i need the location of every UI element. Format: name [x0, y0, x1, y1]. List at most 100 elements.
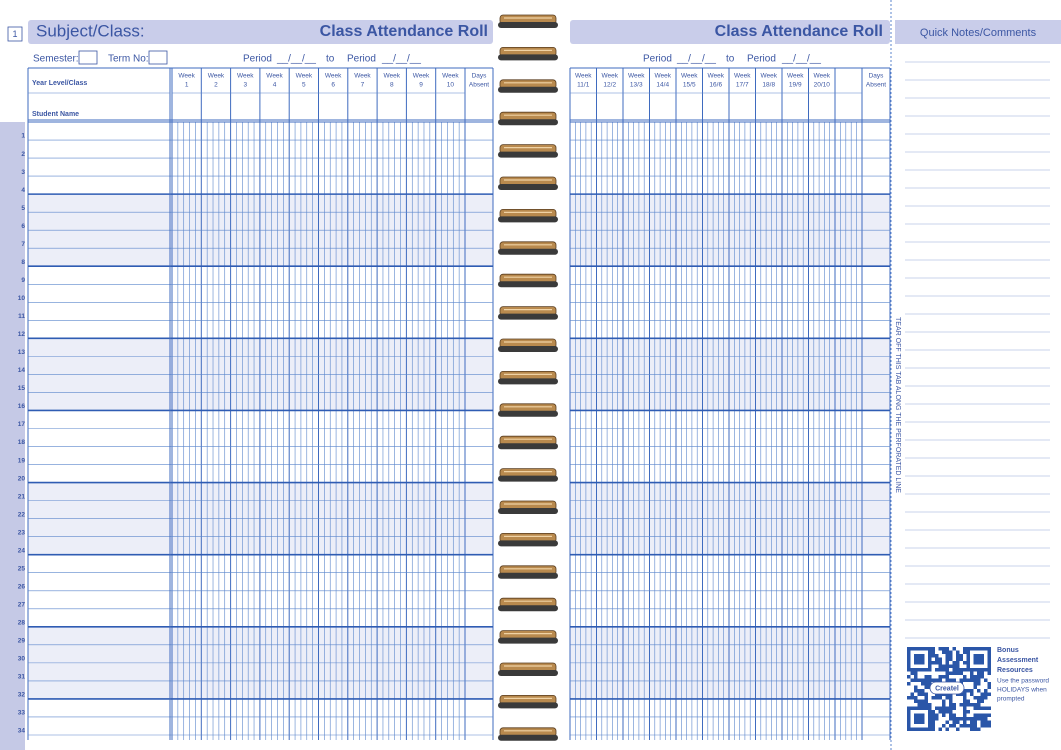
qr-module: [938, 706, 942, 710]
week-label: Week: [384, 73, 401, 80]
brand: Createl: [935, 685, 959, 692]
row-number: 5: [21, 205, 25, 212]
qr-module: [907, 675, 911, 679]
qr-module: [963, 696, 967, 700]
spiral-hole: [498, 508, 558, 514]
qr-module: [980, 720, 984, 724]
qr-module: [924, 682, 928, 686]
week-label: Week: [681, 73, 698, 80]
week-number: 6: [331, 82, 335, 89]
qr-module: [980, 699, 984, 703]
qr-module: [938, 696, 942, 700]
qr-module: [907, 682, 911, 686]
qr-module: [956, 671, 960, 675]
row-number: 9: [21, 277, 25, 284]
qr-finder: [907, 647, 932, 672]
qr-module: [949, 678, 953, 682]
qr-module: [980, 671, 984, 675]
week-label: Week: [628, 73, 645, 80]
qr-module: [938, 664, 942, 668]
qr-module: [977, 696, 981, 700]
qr-module: [931, 727, 935, 731]
week-number: 10: [447, 82, 455, 89]
qr-module: [966, 724, 970, 728]
qr-module: [963, 724, 967, 728]
qr-module: [973, 717, 977, 721]
spiral-hole: [498, 572, 558, 579]
qr-module: [952, 703, 956, 707]
qr-finder-core: [973, 654, 984, 665]
qr-module: [945, 650, 949, 654]
qr-module: [942, 713, 946, 717]
spiral-hole: [498, 86, 558, 93]
qr-module: [970, 671, 974, 675]
spiral-hole: [498, 184, 558, 190]
qr-module: [931, 713, 935, 717]
qr-module: [914, 696, 918, 700]
qr-module: [973, 696, 977, 700]
qr-module: [917, 692, 921, 696]
qr-module: [942, 706, 946, 710]
qr-module: [963, 675, 967, 679]
qr-module: [963, 713, 967, 717]
qr-module: [980, 717, 984, 721]
qr-module: [938, 657, 942, 661]
qr-module: [935, 661, 939, 665]
qr-module: [924, 675, 928, 679]
qr-module: [942, 724, 946, 728]
qr-module: [980, 692, 984, 696]
qr-module: [980, 724, 984, 728]
qr-module: [973, 685, 977, 689]
qr-module: [977, 713, 981, 717]
qr-module: [984, 720, 988, 724]
row-number: 32: [18, 692, 26, 699]
row-number: 21: [18, 493, 26, 500]
qr-module: [984, 706, 988, 710]
qr-module: [966, 703, 970, 707]
year-level-label: Year Level/Class: [32, 80, 87, 87]
period-to-label: Period: [747, 54, 776, 65]
qr-module: [914, 675, 918, 679]
row-number: 19: [18, 457, 26, 464]
period-to-blank: __/__/__: [781, 54, 821, 65]
qr-module: [942, 668, 946, 672]
row-number: 1: [21, 133, 25, 140]
week-label: Week: [655, 73, 672, 80]
week-label: Week: [575, 73, 592, 80]
week-number: 5: [302, 82, 306, 89]
row-number: 17: [18, 421, 26, 428]
qr-module: [963, 650, 967, 654]
page-number-box: [7, 26, 23, 42]
qr-module: [980, 706, 984, 710]
qr-module: [931, 654, 935, 658]
qr-module: [924, 703, 928, 707]
row-number: 23: [18, 529, 26, 536]
qr-module: [970, 692, 974, 696]
week-label: Week: [761, 73, 778, 80]
qr-module: [977, 727, 981, 731]
row-number: 22: [18, 511, 26, 518]
week-label: Week: [708, 73, 725, 80]
row-number: 18: [18, 439, 26, 446]
qr-module: [959, 703, 963, 707]
days-absent-label: Days: [472, 73, 488, 80]
week-number: 7: [361, 82, 365, 89]
qr-module: [963, 668, 967, 672]
qr-module: [973, 703, 977, 707]
qr-module: [980, 675, 984, 679]
qr-module: [977, 706, 981, 710]
qr-module: [921, 678, 925, 682]
qr-module: [973, 675, 977, 679]
qr-module: [963, 661, 967, 665]
qr-module: [952, 713, 956, 717]
qr-module: [973, 724, 977, 728]
qr-module: [984, 692, 988, 696]
qr-module: [984, 724, 988, 728]
qr-module: [952, 720, 956, 724]
qr-module: [956, 661, 960, 665]
qr-module: [914, 678, 918, 682]
bonus-title: Assessment: [997, 657, 1039, 664]
week-number: 8: [390, 82, 394, 89]
qr-module: [949, 664, 953, 668]
qr-module: [924, 678, 928, 682]
